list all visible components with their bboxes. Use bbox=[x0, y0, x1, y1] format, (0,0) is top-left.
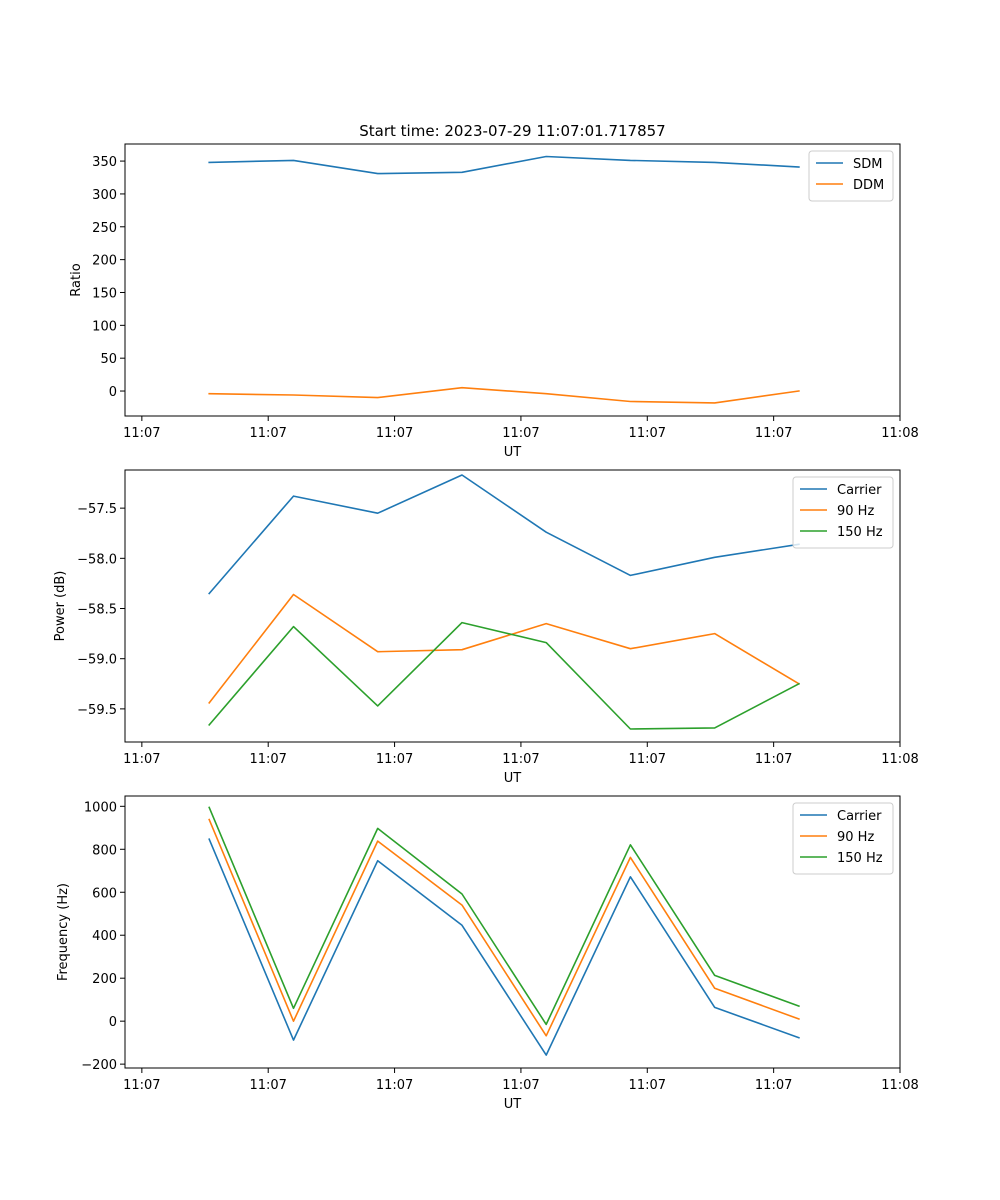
y-tick-label: 250 bbox=[92, 221, 117, 236]
y-tick-label: 0 bbox=[109, 385, 117, 400]
y-tick-label: 300 bbox=[92, 188, 117, 203]
x-tick-label: 11:07 bbox=[376, 426, 413, 441]
legend-label: 90 Hz bbox=[837, 830, 874, 845]
series-line-carrier bbox=[208, 838, 800, 1056]
series-line-150-hz bbox=[208, 806, 800, 1026]
axes-frame bbox=[124, 143, 901, 417]
x-tick-label: 11:07 bbox=[629, 426, 666, 441]
x-tick-label: 11:08 bbox=[881, 1078, 918, 1093]
y-tick-label: −58.5 bbox=[77, 603, 117, 618]
axes-frame bbox=[124, 469, 901, 743]
x-tick-label: 11:07 bbox=[123, 752, 160, 767]
y-tick-label: 0 bbox=[109, 1015, 117, 1030]
subplots: Start time: 2023-07-29 11:07:01.717857 11… bbox=[53, 122, 919, 1112]
x-tick-label: 11:07 bbox=[376, 1078, 413, 1093]
x-tick-label: 11:07 bbox=[123, 1078, 160, 1093]
axes-frame bbox=[124, 795, 901, 1069]
y-tick-label: −59.0 bbox=[77, 653, 117, 668]
y-axis-label: Ratio bbox=[69, 263, 84, 296]
series-line-carrier bbox=[208, 474, 800, 595]
x-tick-label: 11:07 bbox=[629, 752, 666, 767]
legend: SDM DDM bbox=[808, 150, 894, 202]
x-tick-label: 11:07 bbox=[249, 1078, 286, 1093]
y-tick-label: −59.5 bbox=[77, 703, 117, 718]
y-tick-label: −57.5 bbox=[77, 502, 117, 517]
x-tick-label: 11:07 bbox=[502, 426, 539, 441]
x-tick-label: 11:07 bbox=[755, 1078, 792, 1093]
x-tick-label: 11:07 bbox=[755, 426, 792, 441]
x-tick-label: 11:07 bbox=[249, 426, 286, 441]
y-tick-label: 200 bbox=[92, 972, 117, 987]
legend-label: Carrier bbox=[837, 809, 882, 824]
x-tick-label: 11:07 bbox=[249, 752, 286, 767]
x-tick-label: 11:08 bbox=[881, 752, 918, 767]
chart-title: Start time: 2023-07-29 11:07:01.717857 bbox=[359, 122, 665, 140]
series-line-sdm bbox=[208, 155, 800, 175]
series-line-150-hz bbox=[208, 621, 800, 730]
legend-label: SDM bbox=[853, 157, 882, 172]
y-tick-label: 350 bbox=[92, 155, 117, 170]
y-tick-label: 200 bbox=[92, 254, 117, 269]
legend-label: 150 Hz bbox=[837, 525, 883, 540]
x-tick-label: 11:07 bbox=[502, 1078, 539, 1093]
legend-label: 90 Hz bbox=[837, 504, 874, 519]
y-tick-label: 800 bbox=[92, 843, 117, 858]
legend-label: 150 Hz bbox=[837, 851, 883, 866]
series-line-ddm bbox=[208, 386, 800, 404]
x-tick-label: 11:08 bbox=[881, 426, 918, 441]
x-tick-label: 11:07 bbox=[755, 752, 792, 767]
y-axis-label: Power (dB) bbox=[53, 571, 68, 642]
subplot-1: Start time: 2023-07-29 11:07:01.717857 11… bbox=[69, 122, 919, 460]
x-axis-label: UT bbox=[504, 1097, 522, 1112]
series-line-90-hz bbox=[208, 593, 800, 705]
subplot-2: 11:07 11:07 11:07 11:07 11:07 11:07 11:08 −59.5… bbox=[53, 469, 919, 786]
y-tick-label: 1000 bbox=[84, 800, 117, 815]
y-tick-label: −58.0 bbox=[77, 552, 117, 567]
y-tick-label: 100 bbox=[92, 319, 117, 334]
legend-label: DDM bbox=[853, 178, 884, 193]
x-tick-label: 11:07 bbox=[123, 426, 160, 441]
subplot-3: 11:07 11:07 11:07 11:07 11:07 11:07 11:08 −200 0… bbox=[56, 795, 919, 1112]
y-axis-label: Frequency (Hz) bbox=[56, 883, 71, 981]
y-tick-label: 50 bbox=[100, 352, 117, 367]
y-tick-label: 150 bbox=[92, 286, 117, 301]
legend: Carrier 90 Hz 150 Hz bbox=[792, 476, 894, 549]
y-tick-label: 600 bbox=[92, 886, 117, 901]
legend-label: Carrier bbox=[837, 483, 882, 498]
x-axis-label: UT bbox=[504, 771, 522, 786]
x-axis-label: UT bbox=[504, 445, 522, 460]
x-tick-label: 11:07 bbox=[502, 752, 539, 767]
x-tick-label: 11:07 bbox=[376, 752, 413, 767]
x-tick-label: 11:07 bbox=[629, 1078, 666, 1093]
series-line-90-hz bbox=[208, 818, 800, 1037]
y-tick-label: 400 bbox=[92, 929, 117, 944]
legend: Carrier 90 Hz 150 Hz bbox=[792, 802, 894, 875]
y-tick-label: −200 bbox=[81, 1058, 117, 1073]
